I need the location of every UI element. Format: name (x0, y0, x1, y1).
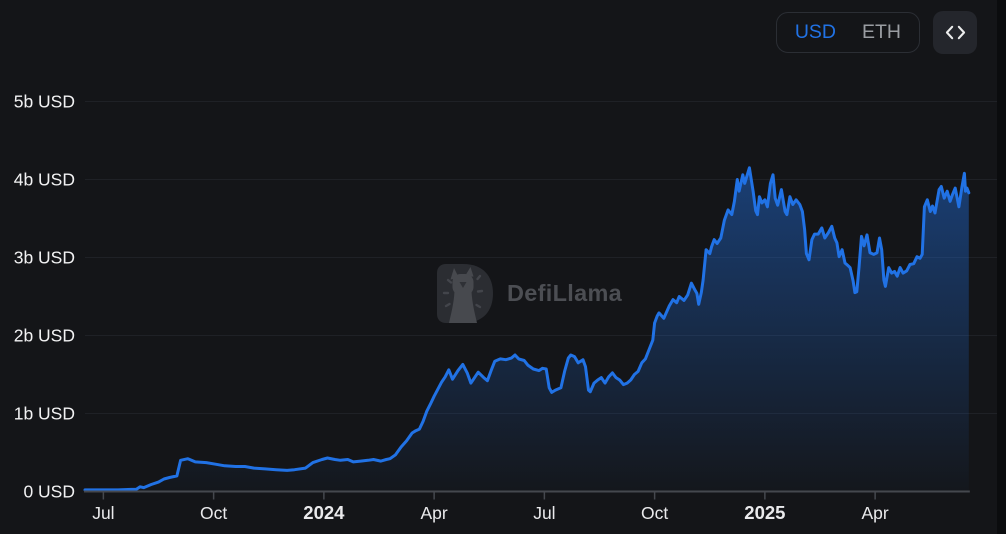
x-axis-label: Apr (862, 503, 889, 523)
x-axis-label: 2025 (744, 502, 785, 523)
panel-right-edge (997, 0, 1006, 534)
y-axis-label: 3b USD (14, 248, 75, 268)
x-axis-label: 2024 (303, 502, 345, 523)
x-axis-label: Oct (200, 503, 227, 523)
currency-toggle: USD ETH (775, 12, 920, 53)
y-axis-label: 2b USD (14, 326, 75, 346)
x-axis-label: Jul (533, 503, 555, 523)
currency-option-usd[interactable]: USD (782, 16, 849, 50)
y-axis-label: 0 USD (23, 482, 75, 502)
y-axis-label: 4b USD (14, 170, 75, 190)
x-axis-label: Oct (641, 503, 668, 523)
tvl-area-fill (85, 167, 969, 492)
x-axis-label: Jul (92, 503, 114, 523)
y-axis-label: 5b USD (14, 92, 75, 112)
currency-option-eth[interactable]: ETH (849, 16, 914, 50)
code-chevrons-icon (945, 25, 965, 40)
chart-controls: USD ETH (775, 11, 977, 54)
x-axis-label: Apr (421, 503, 448, 523)
embed-button[interactable] (933, 11, 977, 54)
tvl-line (83, 166, 971, 492)
y-axis-label: 1b USD (14, 404, 75, 424)
